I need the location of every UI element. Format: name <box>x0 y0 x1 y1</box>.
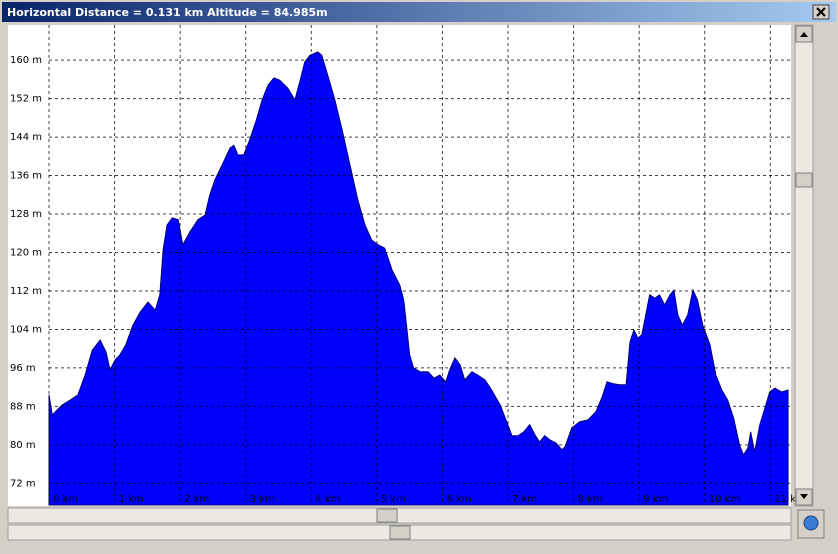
y-tick-label: 144 m <box>10 132 42 143</box>
y-tick-label: 112 m <box>10 286 42 297</box>
window-title: Horizontal Distance = 0.131 km Altitude … <box>7 6 328 19</box>
x-tick-label: 3 km <box>250 494 275 505</box>
title-bar <box>2 2 836 22</box>
arrow-up <box>800 32 808 37</box>
y-tick-label: 88 m <box>10 401 36 412</box>
plot: 72 m 80 m 88 m 96 m 104 m 112 m 120 m 128 m 136 … <box>10 25 806 506</box>
x-tick-label: 7 km <box>512 494 537 505</box>
scroll-thumb[interactable] <box>795 172 813 188</box>
y-tick-label: 160 m <box>10 55 42 66</box>
scroll-thumb[interactable] <box>389 525 411 540</box>
x-tick-label: 0 km <box>53 494 78 505</box>
y-tick-label: 104 m <box>10 324 42 335</box>
scroll-thumb[interactable] <box>376 508 398 523</box>
x-tick-label: 10 km <box>709 494 740 505</box>
close-icon <box>816 7 826 17</box>
x-tick-label: 5 km <box>381 494 406 505</box>
vertical-scrollbar[interactable] <box>794 24 814 507</box>
y-tick-label: 128 m <box>10 209 42 220</box>
x-tick-label: 6 km <box>446 494 471 505</box>
horizontal-scrollbar[interactable] <box>7 507 792 524</box>
elevation-area <box>48 51 789 506</box>
x-tick-label: 8 km <box>578 494 603 505</box>
y-tick-label: 152 m <box>10 94 42 105</box>
y-tick-label: 120 m <box>10 247 42 258</box>
y-tick-label: 136 m <box>10 171 42 182</box>
x-tick-label: 4 km <box>315 494 340 505</box>
x-tick-label: 9 km <box>643 494 668 505</box>
x-tick-label: 2 km <box>184 494 209 505</box>
arrow-down <box>800 494 808 499</box>
y-tick-label: 96 m <box>10 363 36 374</box>
x-tick-label: 1 km <box>119 494 144 505</box>
globe-icon <box>803 515 819 531</box>
y-tick-label: 80 m <box>10 440 36 451</box>
y-tick-label: 72 m <box>10 478 36 489</box>
x-tick-label: 11 km <box>774 494 805 505</box>
